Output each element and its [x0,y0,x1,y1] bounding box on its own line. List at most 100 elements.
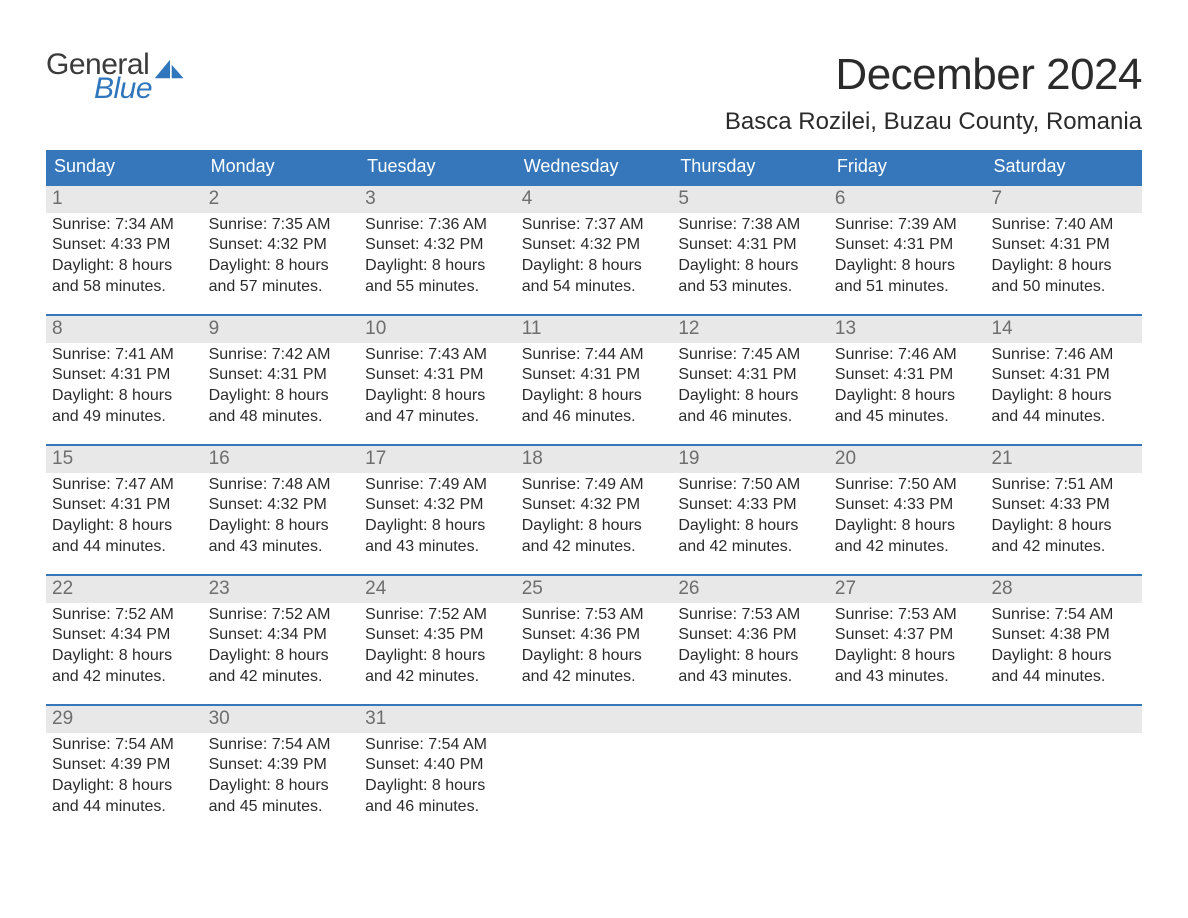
daylight-line: Daylight: 8 hours and 46 minutes. [522,386,667,428]
weekday-header: Sunday [46,150,203,183]
sunset-line: Sunset: 4:39 PM [52,755,197,776]
day-cell: 7Sunrise: 7:40 AMSunset: 4:31 PMDaylight… [985,186,1142,314]
brand-logo: General Blue [46,40,187,104]
sunrise-line: Sunrise: 7:51 AM [991,475,1136,496]
day-cell [672,706,829,834]
day-body: Sunrise: 7:40 AMSunset: 4:31 PMDaylight:… [991,215,1136,298]
day-cell: 29Sunrise: 7:54 AMSunset: 4:39 PMDayligh… [46,706,203,834]
day-cell: 8Sunrise: 7:41 AMSunset: 4:31 PMDaylight… [46,316,203,444]
daylight-line: Daylight: 8 hours and 42 minutes. [678,516,823,558]
sunset-line: Sunset: 4:31 PM [835,365,980,386]
sunset-line: Sunset: 4:32 PM [522,235,667,256]
day-body: Sunrise: 7:45 AMSunset: 4:31 PMDaylight:… [678,345,823,428]
day-cell: 20Sunrise: 7:50 AMSunset: 4:33 PMDayligh… [829,446,986,574]
sunrise-line: Sunrise: 7:46 AM [991,345,1136,366]
day-cell [516,706,673,834]
day-cell: 10Sunrise: 7:43 AMSunset: 4:31 PMDayligh… [359,316,516,444]
week-row: 15Sunrise: 7:47 AMSunset: 4:31 PMDayligh… [46,444,1142,574]
title-block: December 2024 Basca Rozilei, Buzau Count… [725,40,1142,150]
day-number: 21 [985,446,1142,473]
sunset-line: Sunset: 4:34 PM [52,625,197,646]
sunrise-line: Sunrise: 7:36 AM [365,215,510,236]
day-cell: 15Sunrise: 7:47 AMSunset: 4:31 PMDayligh… [46,446,203,574]
calendar: Sunday Monday Tuesday Wednesday Thursday… [46,150,1142,834]
daylight-line: Daylight: 8 hours and 46 minutes. [678,386,823,428]
day-cell: 12Sunrise: 7:45 AMSunset: 4:31 PMDayligh… [672,316,829,444]
sunset-line: Sunset: 4:35 PM [365,625,510,646]
day-cell: 9Sunrise: 7:42 AMSunset: 4:31 PMDaylight… [203,316,360,444]
daylight-line: Daylight: 8 hours and 44 minutes. [991,646,1136,688]
sunset-line: Sunset: 4:36 PM [522,625,667,646]
sunrise-line: Sunrise: 7:53 AM [678,605,823,626]
sunset-line: Sunset: 4:31 PM [52,365,197,386]
day-number: 3 [359,186,516,213]
day-body: Sunrise: 7:52 AMSunset: 4:35 PMDaylight:… [365,605,510,688]
sunrise-line: Sunrise: 7:48 AM [209,475,354,496]
page: General Blue December 2024 Basca Rozilei… [0,0,1188,874]
week-row: 29Sunrise: 7:54 AMSunset: 4:39 PMDayligh… [46,704,1142,834]
day-body: Sunrise: 7:41 AMSunset: 4:31 PMDaylight:… [52,345,197,428]
daylight-line: Daylight: 8 hours and 42 minutes. [522,646,667,688]
daylight-line: Daylight: 8 hours and 42 minutes. [835,516,980,558]
day-cell: 1Sunrise: 7:34 AMSunset: 4:33 PMDaylight… [46,186,203,314]
day-number: 13 [829,316,986,343]
daylight-line: Daylight: 8 hours and 57 minutes. [209,256,354,298]
day-number: 6 [829,186,986,213]
day-body: Sunrise: 7:54 AMSunset: 4:40 PMDaylight:… [365,735,510,818]
weekday-header: Thursday [672,150,829,183]
daylight-line: Daylight: 8 hours and 44 minutes. [52,776,197,818]
day-body: Sunrise: 7:35 AMSunset: 4:32 PMDaylight:… [209,215,354,298]
sunset-line: Sunset: 4:33 PM [835,495,980,516]
brand-word-blue: Blue [94,74,187,104]
day-body: Sunrise: 7:34 AMSunset: 4:33 PMDaylight:… [52,215,197,298]
sunrise-line: Sunrise: 7:44 AM [522,345,667,366]
day-number [985,706,1142,733]
daylight-line: Daylight: 8 hours and 44 minutes. [52,516,197,558]
sunset-line: Sunset: 4:33 PM [991,495,1136,516]
daylight-line: Daylight: 8 hours and 43 minutes. [835,646,980,688]
day-cell: 6Sunrise: 7:39 AMSunset: 4:31 PMDaylight… [829,186,986,314]
day-number: 31 [359,706,516,733]
daylight-line: Daylight: 8 hours and 42 minutes. [52,646,197,688]
daylight-line: Daylight: 8 hours and 42 minutes. [522,516,667,558]
sunrise-line: Sunrise: 7:50 AM [835,475,980,496]
day-number: 1 [46,186,203,213]
daylight-line: Daylight: 8 hours and 50 minutes. [991,256,1136,298]
sunset-line: Sunset: 4:31 PM [52,495,197,516]
day-number: 17 [359,446,516,473]
sunrise-line: Sunrise: 7:52 AM [365,605,510,626]
day-number: 25 [516,576,673,603]
daylight-line: Daylight: 8 hours and 55 minutes. [365,256,510,298]
daylight-line: Daylight: 8 hours and 48 minutes. [209,386,354,428]
sunrise-line: Sunrise: 7:54 AM [52,735,197,756]
daylight-line: Daylight: 8 hours and 42 minutes. [209,646,354,688]
sunrise-line: Sunrise: 7:37 AM [522,215,667,236]
day-body: Sunrise: 7:46 AMSunset: 4:31 PMDaylight:… [991,345,1136,428]
sunrise-line: Sunrise: 7:38 AM [678,215,823,236]
sunrise-line: Sunrise: 7:41 AM [52,345,197,366]
daylight-line: Daylight: 8 hours and 58 minutes. [52,256,197,298]
day-body: Sunrise: 7:39 AMSunset: 4:31 PMDaylight:… [835,215,980,298]
sunset-line: Sunset: 4:31 PM [678,235,823,256]
day-body: Sunrise: 7:48 AMSunset: 4:32 PMDaylight:… [209,475,354,558]
day-body: Sunrise: 7:50 AMSunset: 4:33 PMDaylight:… [835,475,980,558]
weeks-container: 1Sunrise: 7:34 AMSunset: 4:33 PMDaylight… [46,184,1142,834]
day-cell: 5Sunrise: 7:38 AMSunset: 4:31 PMDaylight… [672,186,829,314]
day-number: 19 [672,446,829,473]
sunrise-line: Sunrise: 7:40 AM [991,215,1136,236]
day-number: 8 [46,316,203,343]
day-number: 24 [359,576,516,603]
sunrise-line: Sunrise: 7:49 AM [365,475,510,496]
day-body: Sunrise: 7:53 AMSunset: 4:36 PMDaylight:… [522,605,667,688]
sunset-line: Sunset: 4:33 PM [52,235,197,256]
day-body: Sunrise: 7:43 AMSunset: 4:31 PMDaylight:… [365,345,510,428]
day-cell: 16Sunrise: 7:48 AMSunset: 4:32 PMDayligh… [203,446,360,574]
day-cell: 31Sunrise: 7:54 AMSunset: 4:40 PMDayligh… [359,706,516,834]
sunrise-line: Sunrise: 7:52 AM [52,605,197,626]
day-cell: 14Sunrise: 7:46 AMSunset: 4:31 PMDayligh… [985,316,1142,444]
day-number [516,706,673,733]
day-body: Sunrise: 7:49 AMSunset: 4:32 PMDaylight:… [522,475,667,558]
sunrise-line: Sunrise: 7:53 AM [522,605,667,626]
weekday-header: Wednesday [516,150,673,183]
day-cell: 27Sunrise: 7:53 AMSunset: 4:37 PMDayligh… [829,576,986,704]
